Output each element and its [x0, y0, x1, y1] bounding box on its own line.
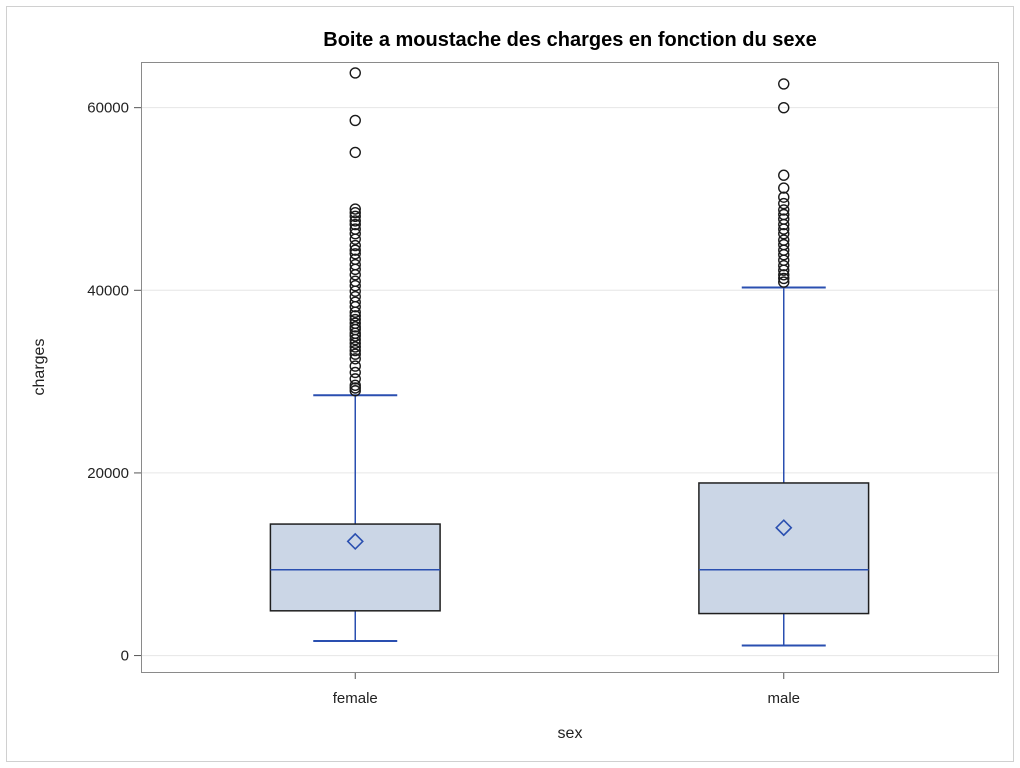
y-tick-label: 60000: [87, 100, 129, 117]
y-tick-label: 20000: [87, 465, 129, 482]
outlier-point: [349, 290, 361, 303]
y-axis-title: charges: [31, 339, 48, 396]
outlier-point: [349, 296, 361, 308]
outlier-point: [349, 341, 361, 353]
outlier-point: [349, 239, 361, 252]
outlier-point: [349, 259, 361, 271]
outlier-point: [778, 204, 790, 216]
chart-title: Boite a moustache des charges en fonctio…: [323, 29, 816, 51]
outlier-point: [778, 272, 790, 285]
outlier-point: [778, 208, 790, 221]
y-tick-label: 40000: [87, 282, 129, 299]
x-tick-label: male: [767, 690, 800, 707]
outlier-point: [349, 360, 361, 372]
mean-marker: [775, 519, 793, 537]
outlier-point: [778, 227, 790, 240]
box-male: [698, 78, 870, 647]
x-tick-label: female: [333, 690, 378, 707]
outlier-point: [349, 253, 361, 265]
box-series: [269, 67, 870, 647]
iqr-box: [269, 523, 441, 612]
outlier-point: [349, 330, 361, 342]
outlier-point: [349, 244, 361, 256]
outlier-point: [778, 197, 790, 210]
outlier-point: [349, 348, 361, 360]
outlier-point: [349, 280, 361, 292]
outlier-point: [349, 385, 361, 397]
outlier-point: [349, 275, 361, 287]
outlier-point: [778, 238, 790, 251]
outlier-point: [349, 227, 361, 240]
plot-frame: [141, 62, 999, 673]
outlier-point: [349, 344, 361, 357]
outlier-point: [778, 213, 790, 225]
outlier-point: [349, 223, 361, 235]
outlier-point: [349, 313, 361, 326]
outlier-point: [349, 321, 361, 333]
outlier-point: [349, 248, 361, 260]
outlier-point: [778, 169, 790, 181]
outlier-point: [778, 269, 790, 281]
y-axis-ticks: 0 20000 40000 60000: [87, 100, 141, 665]
outlier-point: [778, 78, 790, 90]
outlier-point: [349, 366, 361, 379]
gridlines: [141, 107, 998, 657]
y-tick-label: 0: [121, 648, 129, 665]
outlier-point: [778, 182, 790, 194]
mean-marker: [346, 532, 364, 551]
x-axis-title: sex: [558, 725, 583, 742]
outlier-point: [778, 191, 790, 203]
outlier-point: [349, 373, 361, 385]
outlier-point: [349, 317, 361, 329]
outlier-point: [778, 234, 790, 246]
outlier-point: [778, 259, 790, 272]
outlier-point: [349, 210, 361, 223]
outlier-point: [349, 215, 361, 227]
outlier-point: [349, 379, 361, 391]
outlier-point: [349, 146, 361, 159]
outlier-point: [349, 203, 361, 215]
outlier-point: [778, 101, 790, 114]
outlier-point: [349, 382, 361, 394]
plot-area: [141, 62, 998, 672]
outlier-point: [349, 218, 361, 231]
outlier-point: [349, 310, 361, 322]
outlier-point: [349, 114, 361, 127]
box-female: [269, 67, 441, 642]
iqr-box: [698, 482, 870, 615]
outlier-point: [349, 353, 361, 365]
outlier-point: [349, 67, 361, 79]
outlier-point: [349, 206, 361, 219]
outlier-point: [778, 276, 790, 288]
x-axis-ticks: female male: [333, 672, 800, 707]
